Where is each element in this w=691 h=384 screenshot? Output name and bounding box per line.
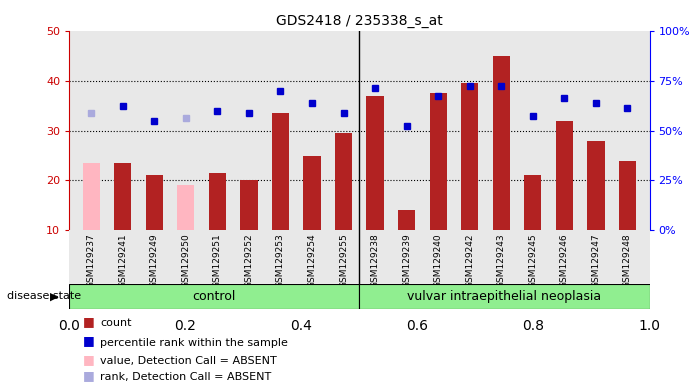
Text: GSM129247: GSM129247 xyxy=(591,233,600,288)
Bar xyxy=(69,284,359,309)
Text: GSM129237: GSM129237 xyxy=(86,233,95,288)
Text: GSM129250: GSM129250 xyxy=(181,233,190,288)
Text: ■: ■ xyxy=(83,353,95,366)
Text: GSM129254: GSM129254 xyxy=(307,233,316,288)
Bar xyxy=(303,156,321,230)
Text: ■: ■ xyxy=(83,369,95,382)
Bar xyxy=(587,141,605,230)
Text: count: count xyxy=(100,318,132,328)
Text: GSM129245: GSM129245 xyxy=(529,233,538,288)
Bar xyxy=(240,180,258,230)
Text: GSM129242: GSM129242 xyxy=(465,233,474,288)
Text: GSM129249: GSM129249 xyxy=(150,233,159,288)
Title: GDS2418 / 235338_s_at: GDS2418 / 235338_s_at xyxy=(276,14,443,28)
Bar xyxy=(359,284,650,309)
Text: GSM129248: GSM129248 xyxy=(623,233,632,288)
Bar xyxy=(461,83,478,230)
Bar xyxy=(335,133,352,230)
Bar xyxy=(146,175,163,230)
Bar xyxy=(618,161,636,230)
Bar xyxy=(272,113,289,230)
Bar xyxy=(114,163,131,230)
Text: GSM129253: GSM129253 xyxy=(276,233,285,288)
Bar xyxy=(82,163,100,230)
Bar xyxy=(493,56,510,230)
Text: value, Detection Call = ABSENT: value, Detection Call = ABSENT xyxy=(100,356,277,366)
Text: ■: ■ xyxy=(83,334,95,348)
Text: GSM129246: GSM129246 xyxy=(560,233,569,288)
Bar xyxy=(177,185,194,230)
Bar xyxy=(209,173,226,230)
Text: ■: ■ xyxy=(83,315,95,328)
Text: percentile rank within the sample: percentile rank within the sample xyxy=(100,338,288,348)
Text: GSM129252: GSM129252 xyxy=(245,233,254,288)
Text: GSM129243: GSM129243 xyxy=(497,233,506,288)
Bar xyxy=(398,210,415,230)
Text: GSM129239: GSM129239 xyxy=(402,233,411,288)
Text: GSM129238: GSM129238 xyxy=(370,233,379,288)
Text: GSM129240: GSM129240 xyxy=(434,233,443,288)
Text: GSM129241: GSM129241 xyxy=(118,233,127,288)
Text: GSM129255: GSM129255 xyxy=(339,233,348,288)
Text: disease state: disease state xyxy=(7,291,81,301)
Text: ▶: ▶ xyxy=(50,291,59,301)
Text: control: control xyxy=(193,290,236,303)
Bar xyxy=(366,96,384,230)
Text: rank, Detection Call = ABSENT: rank, Detection Call = ABSENT xyxy=(100,372,272,382)
Bar xyxy=(430,93,447,230)
Bar xyxy=(524,175,542,230)
Text: vulvar intraepithelial neoplasia: vulvar intraepithelial neoplasia xyxy=(408,290,601,303)
Text: GSM129251: GSM129251 xyxy=(213,233,222,288)
Bar xyxy=(556,121,573,230)
